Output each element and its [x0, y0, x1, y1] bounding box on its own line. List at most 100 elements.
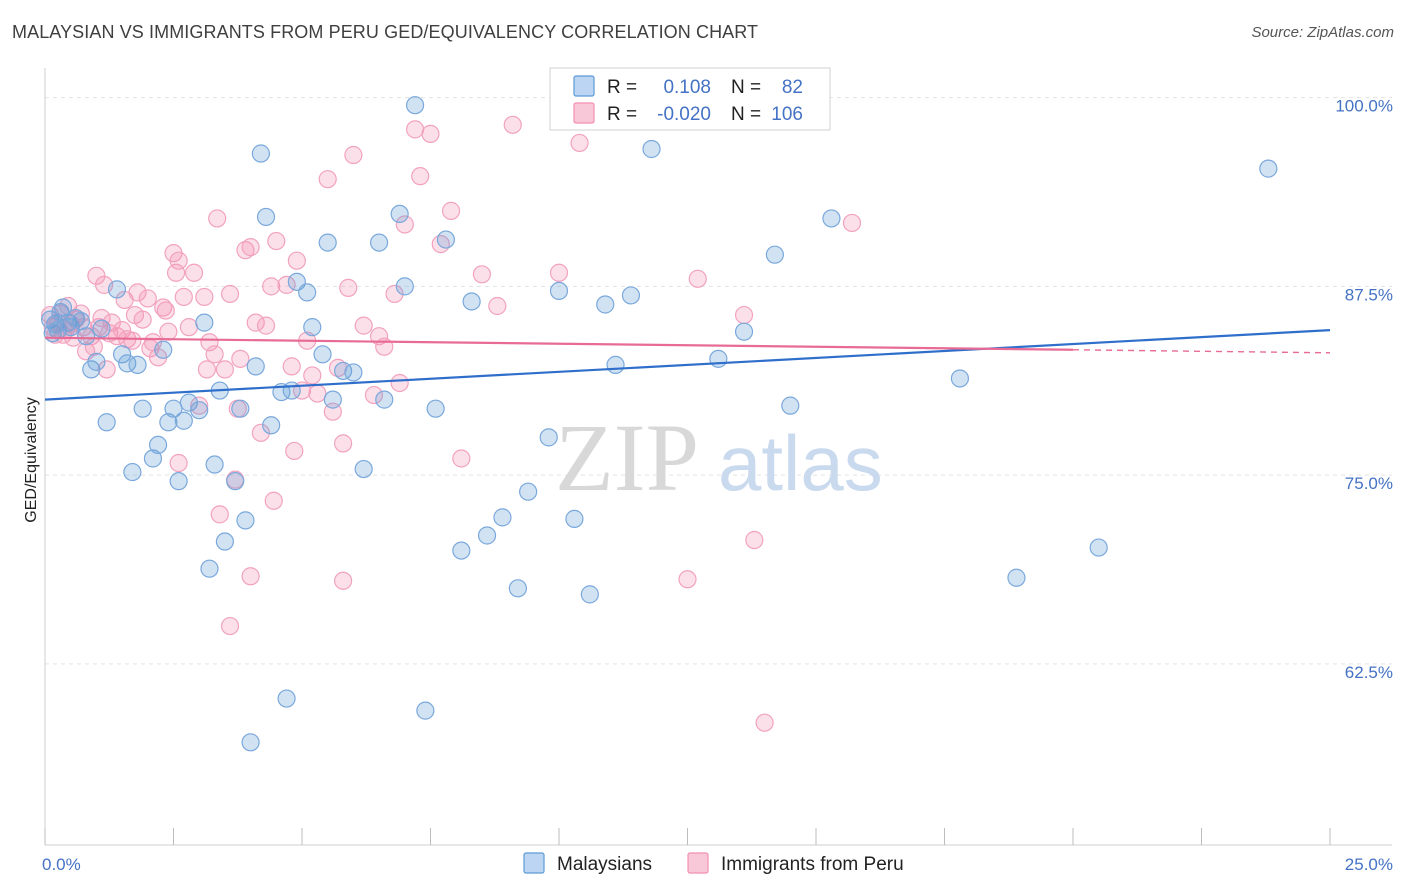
peru-point-48	[205, 345, 224, 364]
legend-swatch-malaysians	[573, 75, 595, 97]
peru-point-76	[339, 278, 358, 297]
peru-point-43	[184, 263, 204, 282]
malaysians-point-25	[164, 399, 183, 418]
source-label: Source: ZipAtlas.com	[1251, 24, 1394, 41]
malaysians-point-48	[318, 233, 337, 252]
malaysians-point-80	[950, 369, 970, 388]
malaysians-point-55	[390, 204, 409, 224]
malaysians-point-12	[87, 352, 106, 371]
legend-swatch-peru	[573, 102, 595, 124]
malaysians-point-37	[246, 357, 265, 376]
malaysians-point-72	[606, 355, 625, 374]
malaysians-point-20	[133, 399, 152, 418]
peru-point-50	[210, 505, 229, 524]
peru-point-86	[411, 167, 430, 186]
malaysians-point-18	[123, 462, 142, 482]
peru-point-35	[154, 298, 173, 317]
malaysians-point-83	[1007, 568, 1026, 587]
peru-point-55	[231, 349, 250, 368]
malaysians-point-21	[143, 449, 163, 468]
malaysians-point-27	[174, 411, 193, 430]
peru-point-85	[405, 120, 425, 139]
trend-lines	[44, 329, 1331, 401]
malaysians-point-8	[66, 308, 85, 328]
peru-point-49	[208, 209, 227, 228]
malaysians-point-23	[154, 340, 173, 359]
peru-point-80	[370, 327, 389, 346]
malaysians-point-73	[621, 286, 641, 305]
peru-point-100	[842, 213, 862, 233]
malaysians-point-59	[426, 399, 445, 418]
peru-point-51	[215, 360, 234, 379]
peru-point-66	[285, 441, 304, 461]
peru-point-102	[241, 567, 260, 586]
peru-point-72	[318, 170, 337, 189]
malaysians-point-82	[1259, 159, 1278, 178]
malaysians-point-51	[344, 363, 363, 382]
y-tick-label-0: 62.5%	[1345, 663, 1393, 682]
peru-point-98	[734, 305, 754, 325]
watermark-atlas: atlas	[718, 419, 883, 507]
peru-point-101	[334, 571, 353, 590]
malaysians-point-62	[452, 541, 471, 560]
watermark: ZIP atlas	[555, 404, 883, 511]
y-tick-label-2: 87.5%	[1345, 285, 1393, 304]
legend-r-label-2: R =	[607, 104, 637, 125]
peru-point-70	[303, 366, 322, 385]
bottom-legend: Malaysians Immigrants from Peru	[523, 852, 904, 875]
legend-n-label-1: N =	[731, 77, 761, 98]
malaysians-point-40	[262, 416, 281, 435]
malaysians-point-52	[354, 459, 373, 479]
peru-point-61	[262, 277, 281, 296]
bottom-legend-swatch-peru	[687, 852, 709, 874]
malaysians-point-84	[241, 733, 260, 752]
malaysians-point-75	[709, 349, 728, 368]
peru-point-94	[549, 263, 569, 282]
malaysians-point-31	[205, 455, 224, 474]
top-legend: R = 0.108 N = 82 R = -0.020 N = 106	[549, 67, 831, 131]
malaysians-point-54	[375, 390, 394, 409]
peru-point-29	[128, 283, 147, 302]
series-peru-points	[41, 115, 862, 732]
x-tick-labels: 0.0% 25.0%	[42, 855, 1393, 874]
peru-point-96	[678, 570, 697, 589]
malaysians-point-63	[477, 526, 497, 545]
malaysians-point-79	[822, 209, 841, 228]
peru-point-92	[488, 296, 507, 316]
peru-point-104	[755, 713, 774, 732]
peru-point-22	[102, 313, 121, 332]
legend-n-value-2: 106	[771, 104, 803, 125]
malaysians-point-46	[303, 318, 322, 337]
peru-point-99	[745, 530, 764, 550]
peru-point-82	[385, 284, 404, 304]
bottom-legend-label-peru: Immigrants from Peru	[721, 854, 904, 875]
peru-point-56	[236, 241, 255, 260]
y-tick-labels: 62.5% 75.0% 87.5% 100.0%	[1335, 97, 1393, 682]
malaysians-point-38	[251, 144, 270, 163]
malaysians-point-70	[580, 585, 599, 604]
legend-n-value-1: 82	[782, 77, 803, 98]
malaysians-point-71	[596, 295, 615, 314]
malaysians-point-61	[462, 292, 481, 311]
peru-point-46	[197, 360, 217, 379]
malaysians-point-65	[508, 579, 527, 598]
malaysians-point-76	[734, 322, 754, 341]
peru-point-20	[97, 360, 116, 379]
malaysians-point-43	[282, 381, 301, 400]
peru-point-79	[364, 385, 384, 405]
y-tick-label-3: 100.0%	[1335, 97, 1393, 116]
peru-point-40	[169, 251, 188, 270]
malaysians-point-14	[97, 413, 116, 432]
peru-point-41	[174, 287, 193, 307]
peru-point-95	[570, 133, 589, 153]
peru-point-89	[441, 201, 461, 220]
peru-trend-line-extension	[1072, 349, 1331, 354]
gridlines	[45, 97, 1392, 665]
peru-point-78	[354, 316, 373, 335]
malaysians-point-64	[493, 508, 512, 527]
malaysians-point-67	[539, 428, 558, 447]
peru-point-75	[334, 434, 353, 453]
peru-point-44	[190, 396, 209, 415]
malaysians-point-78	[781, 396, 800, 415]
